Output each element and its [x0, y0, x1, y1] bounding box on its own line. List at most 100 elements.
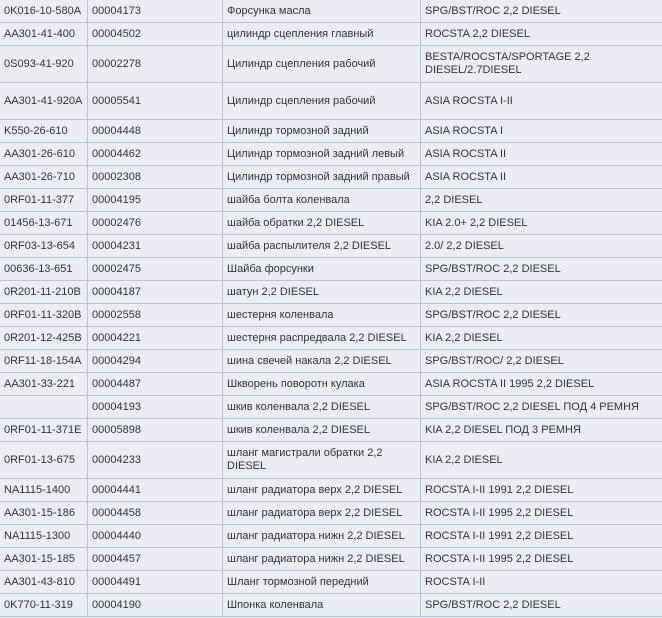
part-number-cell: 01456-13-671: [0, 211, 88, 235]
part-name-cell: Цилиндр сцепления рабочий: [222, 82, 421, 120]
article-id-cell: 00004233: [87, 441, 223, 479]
article-id-cell: 00002278: [87, 45, 223, 83]
model-cell: ROCSTA I-II 1991 2,2 DIESEL: [420, 478, 662, 502]
article-id-cell: 00004231: [87, 234, 223, 258]
part-number-cell: AA301-33-221: [0, 372, 88, 396]
table-row: 0RF01-11-371E 00005898 шкив коленвала 2,2 …: [0, 418, 662, 442]
part-name-cell: шланг радиатора нижн 2,2 DIESEL: [222, 524, 421, 548]
table-row: AA301-15-186 00004458 шланг радиатора верх…: [0, 501, 662, 525]
table-row: 0RF01-11-377 00004195 шайба болта коленвал…: [0, 188, 662, 212]
part-number-cell: 0RF11-18-154A: [0, 349, 88, 373]
table-row: 0R201-12-425B 00004221 шестерня распредвал…: [0, 326, 662, 350]
article-id-cell: 00004457: [87, 547, 223, 571]
model-cell: SPG/BST/ROC 2,2 DIESEL: [420, 593, 662, 617]
table-row: 0K016-10-580A 00004173 Форсунка масла SPG/B…: [0, 0, 662, 23]
article-id-cell: 00002476: [87, 211, 223, 235]
table-row: AA301-15-185 00004457 шланг радиатора нижн…: [0, 547, 662, 571]
table-row: 0S093-41-920 00002278 Цилиндр сцепления ра…: [0, 45, 662, 83]
model-cell: KIA 2,2 DIESEL ПОД 3 РЕМНЯ: [420, 418, 662, 442]
part-number-cell: NA1115-1300: [0, 524, 88, 548]
model-cell: ASIA ROCSTA I-II: [420, 82, 662, 120]
table-row: 0RF01-13-675 00004233 шланг магистрали обр…: [0, 441, 662, 479]
model-cell: ASIA ROCSTA II: [420, 142, 662, 166]
part-name-cell: Цилиндр тормозной задний левый: [222, 142, 421, 166]
part-number-cell: 0R201-11-210B: [0, 280, 88, 304]
part-name-cell: Форсунка масла: [222, 0, 421, 23]
article-id-cell: 00004440: [87, 524, 223, 548]
table-row: 0RF01-11-320B 00002558 шестерня коленвала S…: [0, 303, 662, 327]
model-cell: ASIA ROCSTA II 1995 2,2 DIESEL: [420, 372, 662, 396]
table-row: AA301-43-810 00004491 Шланг тормозной пере…: [0, 570, 662, 594]
part-name-cell: шланг магистрали обратки 2,2 DIESEL: [222, 441, 421, 479]
part-number-cell: AA301-15-185: [0, 547, 88, 571]
part-name-cell: шкив коленвала 2,2 DIESEL: [222, 395, 421, 419]
article-id-cell: 00004491: [87, 570, 223, 594]
part-number-cell: 0S093-41-920: [0, 45, 88, 83]
article-id-cell: 00004487: [87, 372, 223, 396]
model-cell: SPG/BST/ROC 2,2 DIESEL: [420, 257, 662, 281]
part-number-cell: AA301-41-920A: [0, 82, 88, 120]
part-name-cell: Шкворень поворотн кулака: [222, 372, 421, 396]
model-cell: ROCSTA I-II 1995 2,2 DIESEL: [420, 501, 662, 525]
part-number-cell: [0, 395, 88, 419]
part-name-cell: шланг радиатора нижн 2,2 DIESEL: [222, 547, 421, 571]
part-name-cell: шестерня коленвала: [222, 303, 421, 327]
table-row: 0R201-11-210B 00004187 шатун 2,2 DIESEL KIA…: [0, 280, 662, 304]
model-cell: SPG/BST/ROC 2,2 DIESEL: [420, 303, 662, 327]
article-id-cell: 00004173: [87, 0, 223, 23]
part-number-cell: 00636-13-651: [0, 257, 88, 281]
model-cell: SPG/BST/ROC 2,2 DIESEL ПОД 4 РЕМНЯ: [420, 395, 662, 419]
model-cell: ASIA ROCSTA II: [420, 165, 662, 189]
article-id-cell: 00004458: [87, 501, 223, 525]
part-name-cell: шатун 2,2 DIESEL: [222, 280, 421, 304]
article-id-cell: 00005898: [87, 418, 223, 442]
part-number-cell: 0RF01-13-675: [0, 441, 88, 479]
model-cell: ROCSTA I-II 1991 2,2 DIESEL: [420, 524, 662, 548]
model-cell: 2,2 DIESEL: [420, 188, 662, 212]
table-row: 00004193 шкив коленвала 2,2 DIESEL SPG/BST…: [0, 395, 662, 419]
part-number-cell: 0RF03-13-654: [0, 234, 88, 258]
part-number-cell: AA301-43-810: [0, 570, 88, 594]
part-number-cell: 0RF01-11-320B: [0, 303, 88, 327]
article-id-cell: 00002558: [87, 303, 223, 327]
part-name-cell: шланг радиатора верх 2,2 DIESEL: [222, 501, 421, 525]
part-number-cell: AA301-26-710: [0, 165, 88, 189]
part-number-cell: 0RF01-11-377: [0, 188, 88, 212]
table-row: 00636-13-651 00002475 Шайба форсунки SPG/BS…: [0, 257, 662, 281]
part-name-cell: шкив коленвала 2,2 DIESEL: [222, 418, 421, 442]
part-name-cell: Цилиндр тормозной задний правый: [222, 165, 421, 189]
part-number-cell: AA301-15-186: [0, 501, 88, 525]
part-number-cell: AA301-41-400: [0, 22, 88, 46]
table-row: 0RF11-18-154A 00004294 шина свечей накала …: [0, 349, 662, 373]
part-number-cell: K550-26-610: [0, 119, 88, 143]
article-id-cell: 00002308: [87, 165, 223, 189]
article-id-cell: 00004190: [87, 593, 223, 617]
model-cell: KIA 2,2 DIESEL: [420, 441, 662, 479]
table-row: AA301-26-610 00004462 Цилиндр тормозной за…: [0, 142, 662, 166]
part-name-cell: Шпонка коленвала: [222, 593, 421, 617]
table-row: 0RF03-13-654 00004231 шайба распылителя 2,…: [0, 234, 662, 258]
part-number-cell: 0K770-11-319: [0, 593, 88, 617]
article-id-cell: 00002475: [87, 257, 223, 281]
part-number-cell: AA301-26-610: [0, 142, 88, 166]
part-name-cell: Шланг тормозной передний: [222, 570, 421, 594]
table-row: AA301-41-920A 00005541 Цилиндр сцепления р…: [0, 82, 662, 120]
part-number-cell: 0RF01-11-371E: [0, 418, 88, 442]
model-cell: ROCSTA I-II: [420, 570, 662, 594]
table-row: 0K770-11-319 00004190 Шпонка коленвала SPG/…: [0, 593, 662, 617]
part-name-cell: шайба болта коленвала: [222, 188, 421, 212]
part-number-cell: NA1115-1400: [0, 478, 88, 502]
table-row: 01456-13-671 00002476 шайба обратки 2,2 DI…: [0, 211, 662, 235]
article-id-cell: 00004193: [87, 395, 223, 419]
model-cell: BESTA/ROCSTA/SPORTAGE 2,2 DIESEL/2.7DIES…: [420, 45, 662, 83]
model-cell: ROCSTA I-II 1995 2,2 DIESEL: [420, 547, 662, 571]
article-id-cell: 00004187: [87, 280, 223, 304]
model-cell: ASIA ROCSTA I: [420, 119, 662, 143]
article-id-cell: 00004294: [87, 349, 223, 373]
model-cell: KIA 2,2 DIESEL: [420, 326, 662, 350]
model-cell: KIA 2.0+ 2,2 DIESEL: [420, 211, 662, 235]
article-id-cell: 00004502: [87, 22, 223, 46]
part-number-cell: 0R201-12-425B: [0, 326, 88, 350]
